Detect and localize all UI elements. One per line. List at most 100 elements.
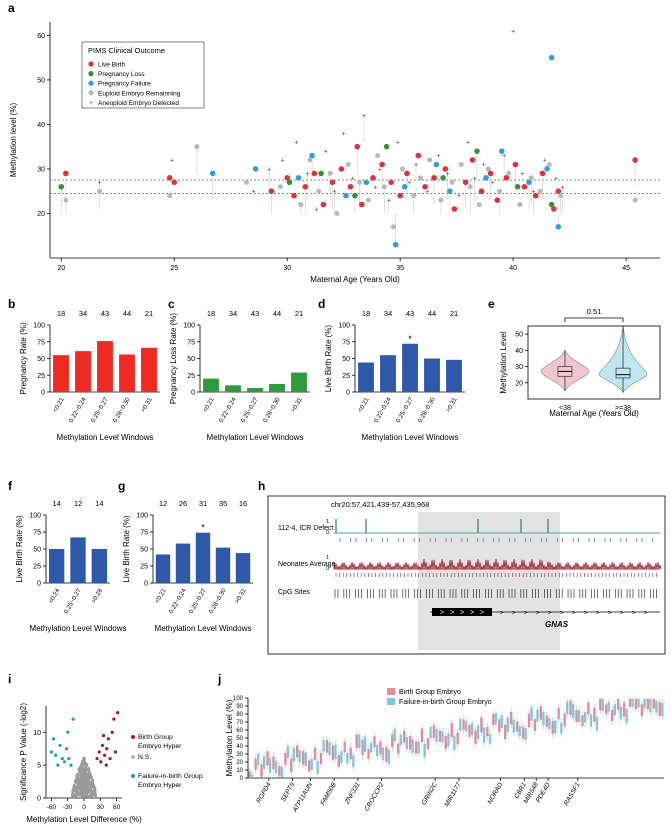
i-y-axis-label: Significance P Value (-log2) <box>19 703 28 801</box>
a-point-pregnancy-failure <box>392 241 399 248</box>
a-point-pregnancy-failure <box>447 188 453 195</box>
a-point-pregnancy-loss <box>548 201 555 208</box>
a-point-euploid-embryo-remainning <box>357 179 363 185</box>
a-point-aneuploid: + <box>333 189 337 196</box>
j-box-birth <box>391 734 394 747</box>
a-point-euploid-embryo-remainning <box>167 193 173 199</box>
a-x-tick-label: 20 <box>57 265 65 272</box>
j-box-birth <box>254 758 257 770</box>
a-point-euploid-embryo-remainning <box>366 197 372 203</box>
j-box-failure <box>607 702 611 712</box>
j-box-birth <box>379 741 382 755</box>
j-box-birth <box>533 719 537 732</box>
b-y-tick-label: 100 <box>33 323 45 330</box>
h-gene-strand-arrow: > <box>572 611 576 617</box>
i-point-ns <box>90 785 94 789</box>
a-point-aneuploid: + <box>446 171 450 178</box>
c-y-tick-label: 0 <box>191 390 195 397</box>
i-point-significant <box>99 760 103 764</box>
i-point-ns <box>76 782 80 786</box>
j-box-birth <box>492 713 495 726</box>
a-point-euploid-embryo-remainning <box>438 197 444 203</box>
h-gene-strand-arrow: > <box>584 611 588 617</box>
a-point-live-birth <box>320 201 327 208</box>
a-x-axis-label: Maternal Age (Years Old) <box>310 275 400 284</box>
j-gene-label: RASSF1 <box>563 781 582 807</box>
a-point-aneuploid: + <box>482 162 486 169</box>
a-point-aneuploid: + <box>457 193 461 200</box>
a-point-live-birth <box>404 170 410 177</box>
h-frame <box>267 495 666 655</box>
d-y-tick-label: 100 <box>338 323 350 330</box>
a-point-pregnancy-failure <box>433 161 440 168</box>
a-point-aneuploid: + <box>511 28 515 35</box>
i-x-tick-label: -30 <box>63 804 73 811</box>
j-box-failure <box>280 766 284 778</box>
j-legend-swatch <box>387 688 395 695</box>
i-point-ns <box>78 792 82 795</box>
a-point-euploid-embryo-remainning <box>485 166 491 172</box>
panel-letter-f: f <box>8 479 13 493</box>
i-point-ns <box>82 784 86 787</box>
b-count-label: 21 <box>145 309 153 318</box>
j-y-axis-label: Methylation Level (%) <box>225 699 234 776</box>
a-legend-box <box>81 41 205 109</box>
j-box-birth <box>278 766 281 777</box>
a-point-pregnancy-loss <box>440 175 446 181</box>
j-box-birth <box>290 758 293 773</box>
a-point-live-birth <box>532 192 539 199</box>
a-point-aneuploid: + <box>531 189 535 196</box>
f-x-axis-label: Methylation Level Windows <box>30 624 127 633</box>
j-box-birth <box>444 735 447 749</box>
j-box-failure <box>637 698 640 708</box>
f-y-tick-label: 100 <box>29 513 41 520</box>
j-box-birth <box>301 750 305 765</box>
a-point-live-birth <box>415 152 422 159</box>
j-box-birth <box>610 709 614 722</box>
a-point-aneuploid: + <box>407 180 411 187</box>
j-box-birth <box>355 734 358 748</box>
j-box-failure <box>488 734 492 744</box>
g-bar <box>155 554 171 583</box>
j-box-failure <box>560 722 563 734</box>
b-category-label: <0.21 <box>52 396 66 414</box>
j-box-birth <box>248 771 251 778</box>
j-box-birth <box>361 739 364 755</box>
a-point-aneuploid: + <box>281 158 285 165</box>
j-y-tick-label: 100 <box>233 696 244 702</box>
i-x-axis-label: Methylation Level Difference (%) <box>26 815 142 824</box>
j-box-failure <box>304 752 307 767</box>
a-point-aneuploid: + <box>466 140 470 147</box>
j-box-birth <box>575 710 578 722</box>
g-category-label: <0.21 <box>154 587 168 605</box>
c-x-axis-label: Methylation Level Windows <box>207 433 304 442</box>
a-point-euploid-embryo-remainning <box>399 166 405 172</box>
f-count-label: 14 <box>52 499 60 508</box>
f-bar <box>91 549 108 583</box>
b-category-label: 0.28~0.30 <box>112 396 132 424</box>
d-y-axis-label: Live Birth Rate (%) <box>324 325 333 392</box>
j-y-tick-label: 90 <box>236 704 243 710</box>
j-box-failure <box>554 720 557 734</box>
a-point-live-birth <box>302 183 309 190</box>
a-point-euploid-embryo-remainning <box>381 184 387 190</box>
i-point-ns <box>78 766 82 769</box>
h-gene-exon <box>432 608 492 616</box>
a-point-aneuploid: + <box>251 189 255 196</box>
j-box-failure <box>643 698 646 709</box>
h-gene-strand-arrow: > <box>480 610 484 617</box>
i-point-ns <box>84 794 88 798</box>
i-legend-label: Embryo Hyper <box>138 782 182 789</box>
g-y-tick-label: 50 <box>140 547 148 554</box>
i-legend-label: N.S. <box>138 754 151 761</box>
j-box-birth <box>545 715 548 727</box>
j-box-failure <box>589 714 593 727</box>
i-point-significant <box>97 750 101 754</box>
c-category-label: 0.25~0.27 <box>240 396 260 424</box>
a-point-pregnancy-failure <box>309 152 315 159</box>
j-box-birth <box>456 732 459 745</box>
g-y-tick-label: 25 <box>140 564 148 571</box>
a-x-tick-label: 40 <box>509 265 517 272</box>
d-count-label: 44 <box>428 309 436 318</box>
j-box-failure <box>536 709 539 722</box>
